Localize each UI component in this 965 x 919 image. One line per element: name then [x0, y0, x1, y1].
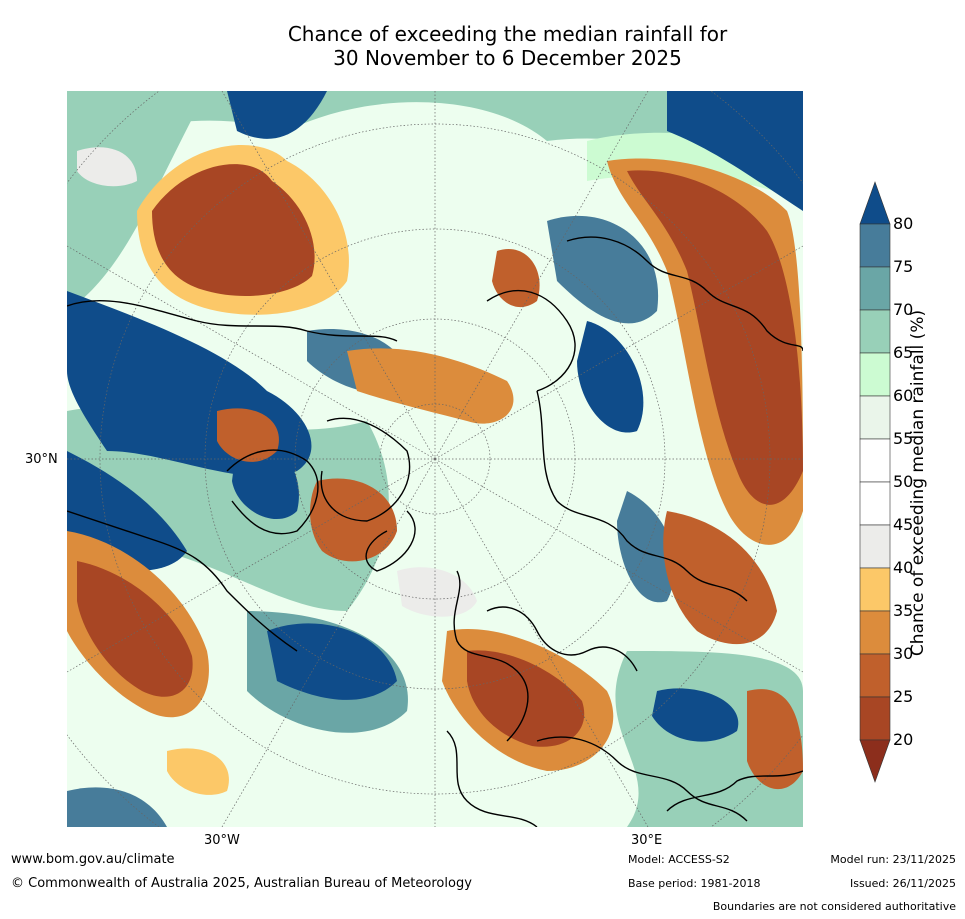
colorbar-arrow-top: [859, 181, 891, 225]
colorbar-swatches: [859, 181, 891, 783]
colorbar-tick: 60: [893, 386, 914, 405]
base-period: Base period: 1981-2018: [628, 877, 761, 890]
longitude-label-30w: 30°W: [204, 833, 240, 848]
copyright-text: © Commonwealth of Australia 2025, Austra…: [11, 876, 472, 891]
colorbar-swatch: [859, 567, 891, 612]
model-run-date: Model run: 23/11/2025: [830, 853, 956, 866]
colorbar-swatch: [859, 524, 891, 569]
website-link[interactable]: www.bom.gov.au/climate: [11, 852, 175, 867]
colorbar-swatch: [859, 395, 891, 440]
colorbar-swatch: [859, 266, 891, 311]
colorbar-tick: 75: [893, 257, 914, 276]
colorbar-tick: 50: [893, 472, 914, 491]
colorbar-tick: 30: [893, 644, 914, 663]
issued-date: Issued: 26/11/2025: [849, 877, 956, 890]
colorbar-swatch: [859, 481, 891, 526]
colorbar-tick: 25: [893, 687, 914, 706]
colorbar-tick: 65: [893, 343, 914, 362]
colorbar-tick: 45: [893, 515, 914, 534]
colorbar-tick: 70: [893, 300, 914, 319]
colorbar-arrow-bottom: [859, 739, 891, 783]
colorbar-label: Chance of exceeding median rainfall (%): [908, 309, 928, 657]
colorbar-swatch: [859, 309, 891, 354]
latitude-label-30n: 30°N: [25, 452, 58, 467]
rainfall-probability-map: [67, 91, 803, 827]
map-canvas: [67, 91, 803, 827]
colorbar-swatch: [859, 438, 891, 483]
colorbar-tick: 40: [893, 558, 914, 577]
model-name: Model: ACCESS-S2: [628, 853, 730, 866]
colorbar-swatch: [859, 223, 891, 268]
colorbar-tick: 20: [893, 730, 914, 749]
boundaries-disclaimer: Boundaries are not considered authoritat…: [712, 900, 956, 913]
colorbar-tick: 80: [893, 214, 914, 233]
colorbar-swatch: [859, 696, 891, 741]
colorbar-swatch: [859, 610, 891, 655]
map-title: Chance of exceeding the median rainfall …: [0, 22, 965, 70]
coastlines: [67, 236, 803, 827]
title-line-2: 30 November to 6 December 2025: [333, 46, 682, 70]
colorbar-tick: 35: [893, 601, 914, 620]
title-line-1: Chance of exceeding the median rainfall …: [287, 22, 728, 46]
colorbar-swatch: [859, 653, 891, 698]
colorbar-swatch: [859, 352, 891, 397]
longitude-label-30e: 30°E: [631, 833, 663, 848]
colorbar-tick: 55: [893, 429, 914, 448]
